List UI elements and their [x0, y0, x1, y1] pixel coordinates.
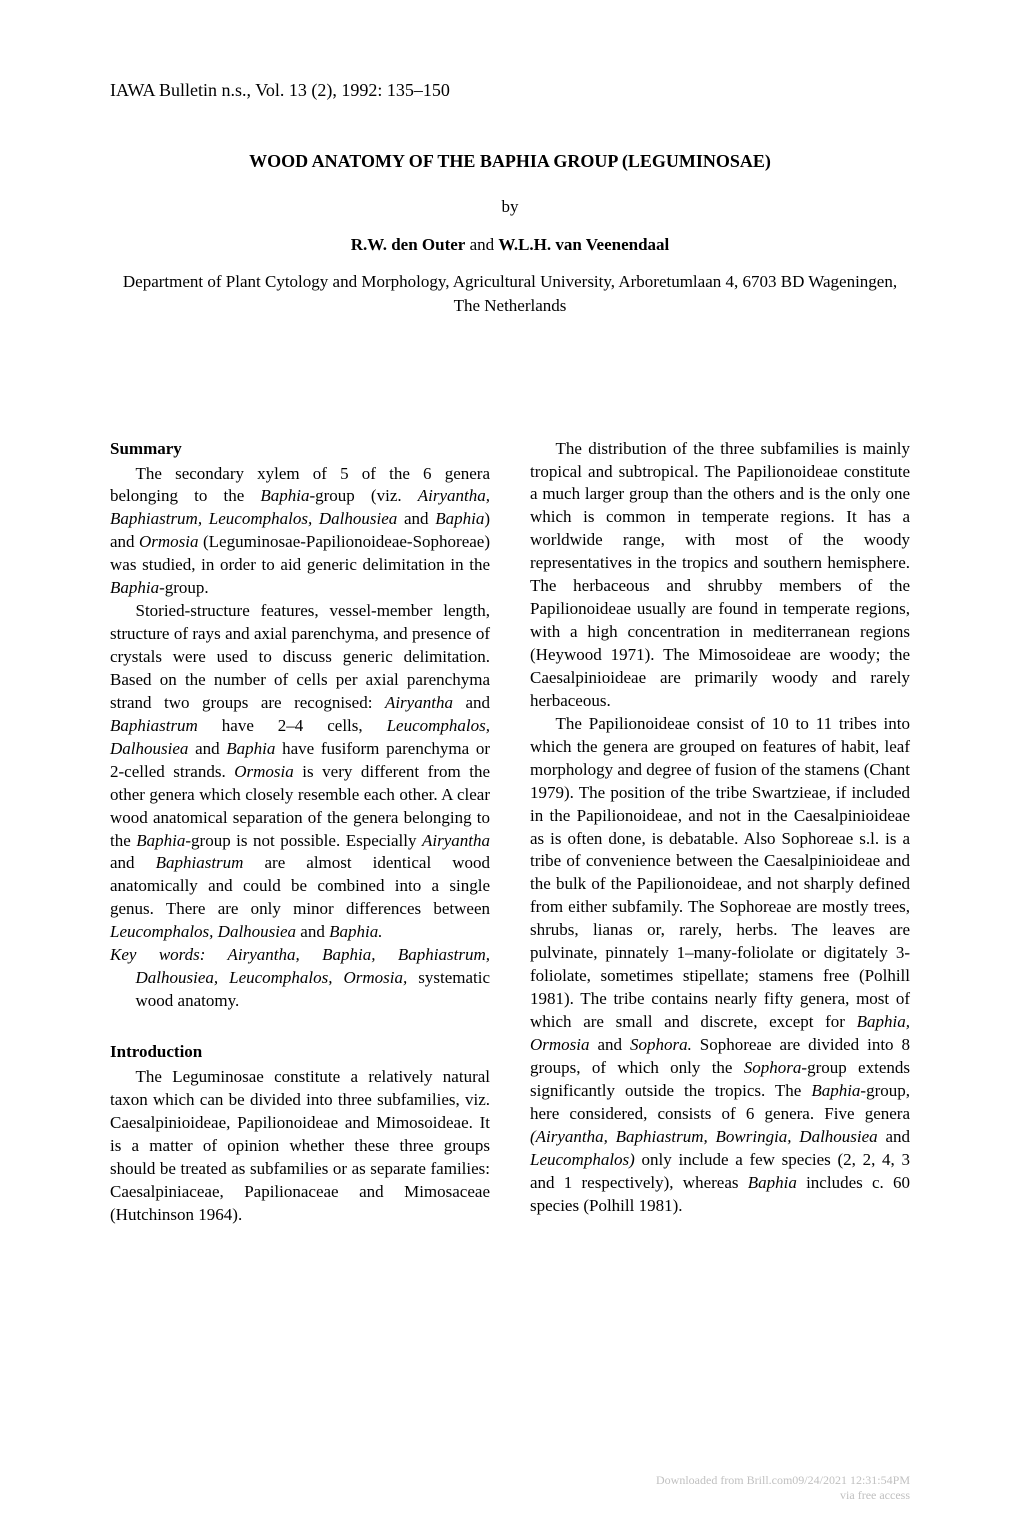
body-columns: Summary The secondary xylem of 5 of the …: [110, 438, 910, 1227]
keywords: Key words: Airyantha, Baphia, Baphiastru…: [110, 944, 490, 1013]
journal-header: IAWA Bulletin n.s., Vol. 13 (2), 1992: 1…: [110, 80, 910, 101]
right-column: The distribution of the three subfamilie…: [530, 438, 910, 1227]
footer-line-1: Downloaded from Brill.com09/24/2021 12:3…: [656, 1473, 910, 1489]
affiliation: Department of Plant Cytology and Morphol…: [110, 270, 910, 318]
summary-heading: Summary: [110, 438, 490, 461]
article-title: WOOD ANATOMY OF THE BAPHIA GROUP (LEGUMI…: [110, 151, 910, 172]
summary-paragraph-2: Storied-structure features, vessel-membe…: [110, 600, 490, 944]
left-column: Summary The secondary xylem of 5 of the …: [110, 438, 490, 1227]
footer-line-2: via free access: [656, 1488, 910, 1504]
by-line: by: [110, 197, 910, 217]
summary-paragraph-1: The secondary xylem of 5 of the 6 genera…: [110, 463, 490, 601]
authors: R.W. den Outer and W.L.H. van Veenendaal: [110, 235, 910, 255]
right-paragraph-1: The distribution of the three subfamilie…: [530, 438, 910, 713]
introduction-heading: Introduction: [110, 1041, 490, 1064]
introduction-paragraph-1: The Leguminosae constitute a relatively …: [110, 1066, 490, 1227]
download-footer: Downloaded from Brill.com09/24/2021 12:3…: [656, 1473, 910, 1504]
right-paragraph-2: The Papilionoideae consist of 10 to 11 t…: [530, 713, 910, 1218]
